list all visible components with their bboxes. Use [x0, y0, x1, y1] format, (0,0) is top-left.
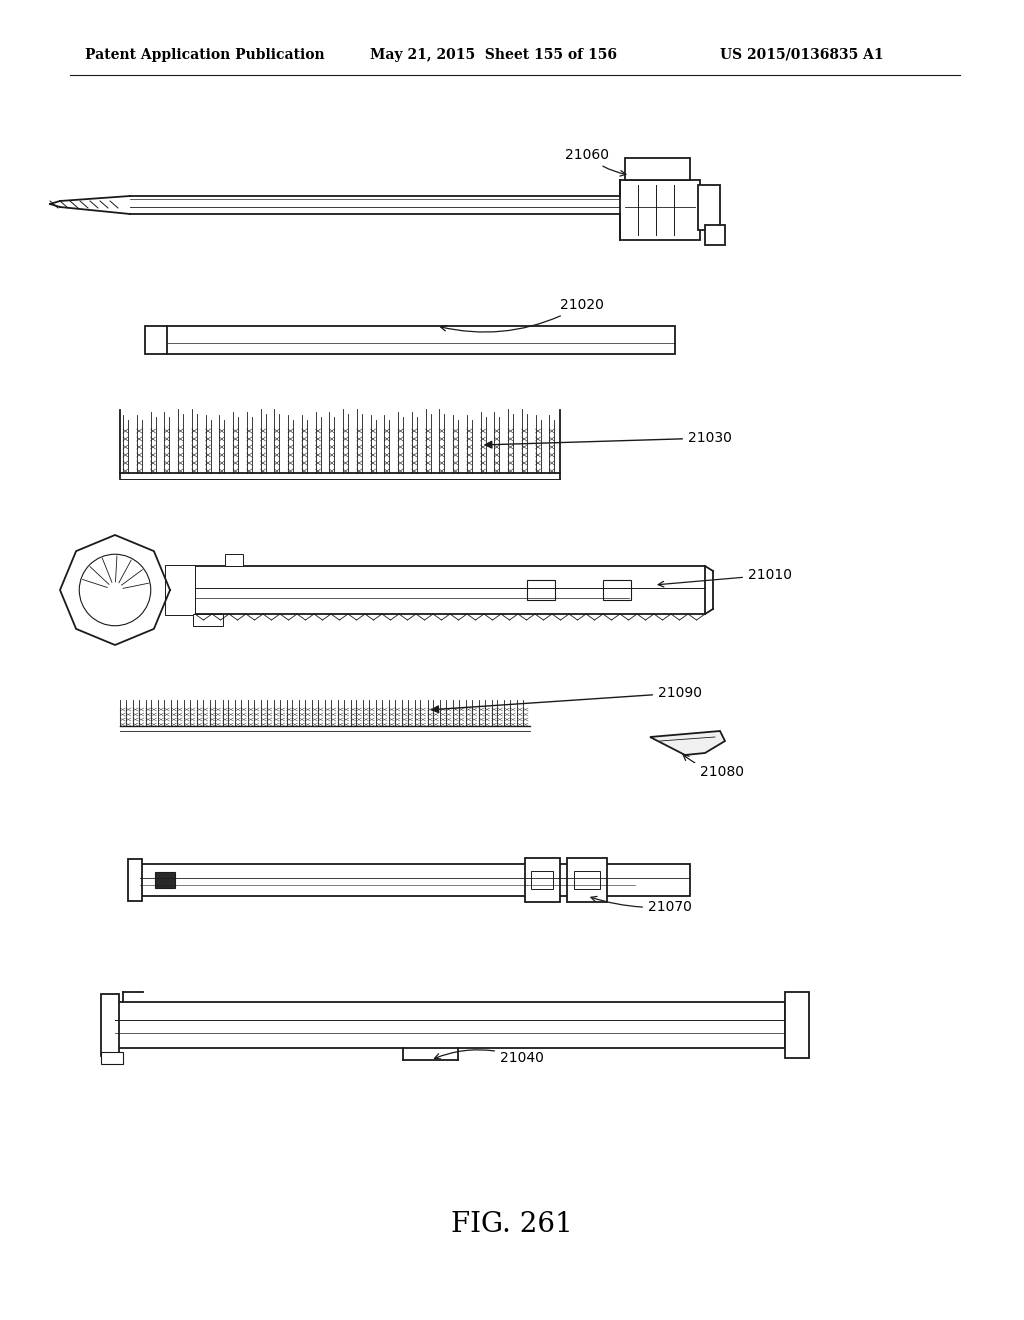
FancyBboxPatch shape — [225, 554, 243, 566]
FancyBboxPatch shape — [567, 858, 607, 902]
Text: 21040: 21040 — [434, 1049, 544, 1065]
Text: US 2015/0136835 A1: US 2015/0136835 A1 — [720, 48, 884, 62]
FancyBboxPatch shape — [195, 566, 705, 614]
FancyBboxPatch shape — [574, 871, 600, 888]
FancyBboxPatch shape — [115, 1002, 785, 1048]
FancyBboxPatch shape — [140, 865, 690, 896]
FancyBboxPatch shape — [785, 993, 809, 1059]
Polygon shape — [650, 731, 725, 755]
Text: 21070: 21070 — [591, 896, 692, 913]
FancyBboxPatch shape — [620, 180, 700, 240]
Text: 21080: 21080 — [683, 755, 744, 779]
Text: Patent Application Publication: Patent Application Publication — [85, 48, 325, 62]
FancyBboxPatch shape — [128, 859, 142, 902]
Text: 21030: 21030 — [485, 432, 732, 447]
FancyBboxPatch shape — [101, 994, 119, 1056]
Text: 21010: 21010 — [658, 568, 792, 587]
FancyBboxPatch shape — [193, 614, 223, 626]
Text: 21060: 21060 — [565, 148, 626, 176]
FancyBboxPatch shape — [165, 565, 195, 615]
FancyBboxPatch shape — [625, 158, 690, 180]
FancyBboxPatch shape — [145, 326, 675, 354]
Text: FIG. 261: FIG. 261 — [452, 1212, 572, 1238]
FancyBboxPatch shape — [526, 579, 555, 601]
FancyBboxPatch shape — [531, 871, 553, 888]
FancyBboxPatch shape — [705, 224, 725, 246]
Text: May 21, 2015  Sheet 155 of 156: May 21, 2015 Sheet 155 of 156 — [370, 48, 617, 62]
FancyBboxPatch shape — [603, 579, 631, 601]
FancyBboxPatch shape — [525, 858, 560, 902]
FancyBboxPatch shape — [698, 185, 720, 230]
Text: 21090: 21090 — [432, 686, 702, 713]
FancyBboxPatch shape — [101, 1052, 123, 1064]
Text: 21020: 21020 — [440, 298, 604, 333]
FancyBboxPatch shape — [155, 873, 175, 888]
